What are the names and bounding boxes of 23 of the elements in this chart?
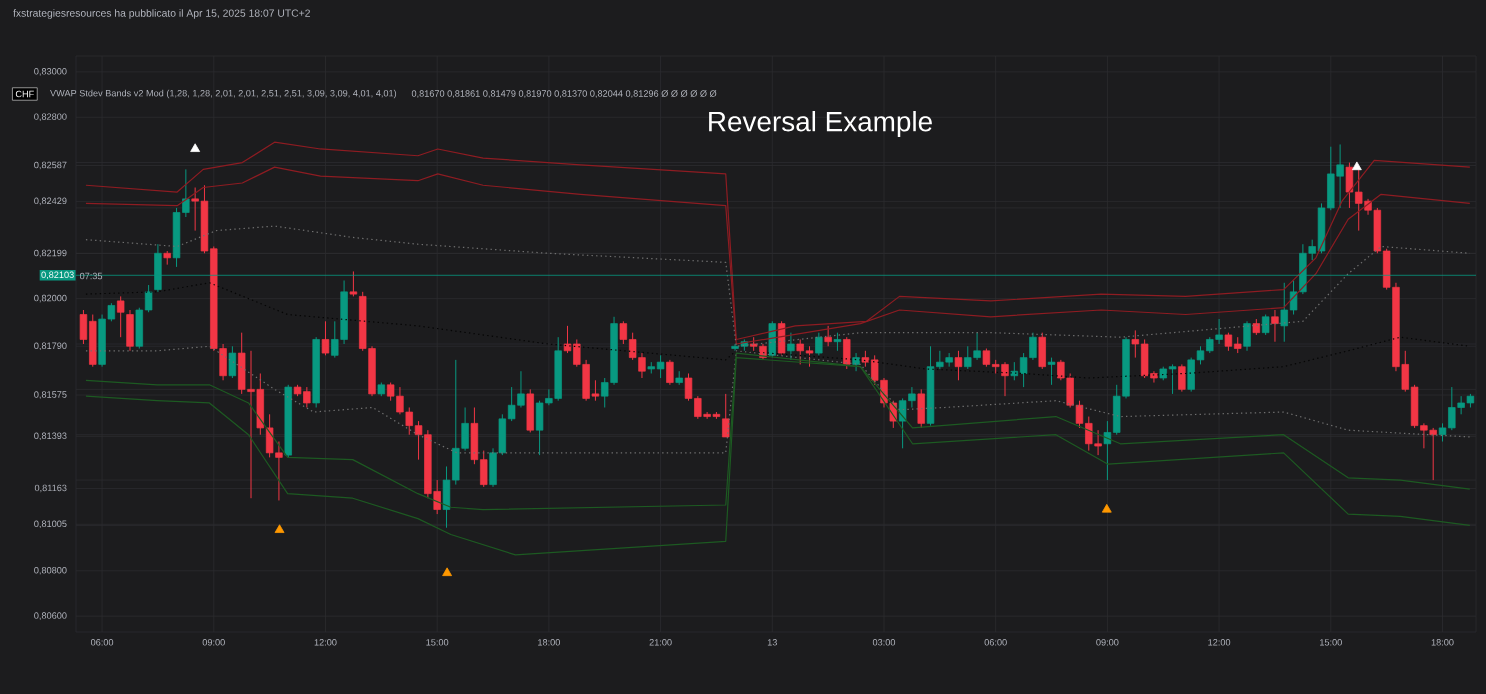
candlestick: [833, 332, 842, 352]
candlestick: [1038, 332, 1046, 370]
candlestick: [1243, 320, 1251, 352]
candlestick: [1271, 309, 1279, 343]
candlestick: [1261, 314, 1270, 336]
candlestick: [852, 352, 860, 372]
candlestick: [954, 350, 963, 381]
candlestick: [666, 359, 674, 386]
candlestick: [787, 332, 795, 361]
candlestick: [349, 270, 358, 297]
candlestick: [1178, 363, 1186, 393]
candlestick: [1047, 357, 1056, 386]
candlestick: [917, 388, 925, 429]
candlestick: [321, 320, 330, 356]
candlestick: [824, 325, 832, 347]
candlestick: [843, 336, 851, 370]
candlestick: [228, 345, 237, 379]
candlestick: [526, 388, 534, 433]
candlestick: [116, 295, 125, 338]
text: Reversal Example: [709, 110, 932, 137]
candlestick: [815, 332, 823, 356]
candlestick: [126, 309, 134, 352]
candlestick: [722, 393, 730, 438]
